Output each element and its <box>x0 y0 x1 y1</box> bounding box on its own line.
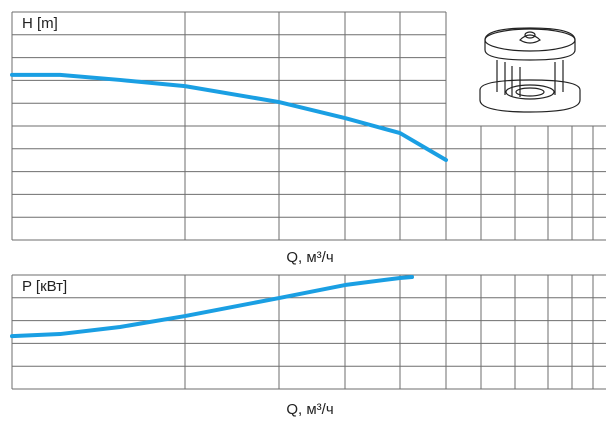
y-axis-label: H [m] <box>22 15 58 32</box>
icon-background <box>447 13 606 126</box>
pump-drawing <box>479 27 581 113</box>
power-chart: P [кВт] Q, м³/ч <box>10 274 606 418</box>
curve <box>10 72 448 162</box>
x-axis-label: Q, м³/ч <box>286 249 333 266</box>
curve <box>10 275 414 339</box>
head-chart: H [m] Q, м³/ч <box>10 11 606 266</box>
y-axis-label: P [кВт] <box>22 278 67 295</box>
x-axis-label: Q, м³/ч <box>286 401 333 418</box>
pump-icon <box>447 13 606 126</box>
